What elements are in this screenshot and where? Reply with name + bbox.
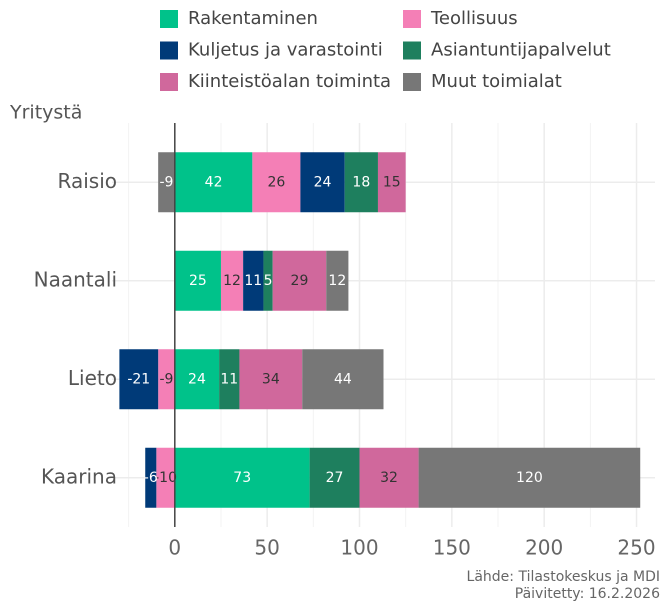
legend-swatch xyxy=(403,10,421,28)
bar-segment xyxy=(359,447,419,508)
y-axis-title: Yritystä xyxy=(9,102,82,124)
bar-segment xyxy=(158,349,175,410)
bar-segment xyxy=(272,250,327,311)
x-tick-label: 50 xyxy=(254,536,279,560)
source: Lähde: Tilastokeskus ja MDI xyxy=(467,569,660,585)
legend-label: Teollisuus xyxy=(430,8,518,29)
x-tick-label: 150 xyxy=(433,536,471,560)
y-tick-label: Naantali xyxy=(34,267,117,291)
y-tick-label: Lieto xyxy=(68,366,117,390)
legend-label: Muut toimialat xyxy=(431,71,562,92)
y-tick-label: Kaarina xyxy=(41,464,117,488)
data-label: -9 xyxy=(160,174,174,190)
bar-segment xyxy=(344,152,378,213)
data-label: 26 xyxy=(267,174,285,190)
data-label: 29 xyxy=(291,273,309,289)
data-label: -6 xyxy=(144,470,158,486)
data-label: 25 xyxy=(189,273,207,289)
bar-segment xyxy=(302,349,384,410)
data-label: 34 xyxy=(262,371,280,387)
bar-segment xyxy=(145,447,157,508)
bar-segment xyxy=(326,250,349,311)
data-label: -21 xyxy=(127,371,150,387)
bar-segment xyxy=(219,349,240,410)
data-label: -10 xyxy=(154,470,177,486)
bar-segment xyxy=(243,250,264,311)
data-label: 32 xyxy=(380,470,398,486)
data-label: 11 xyxy=(220,371,238,387)
legend-swatch xyxy=(160,73,178,91)
data-label: 73 xyxy=(233,470,251,486)
legend-swatch xyxy=(160,10,178,28)
data-label: 24 xyxy=(188,371,206,387)
bar-segment xyxy=(174,152,253,213)
legend-swatch xyxy=(160,41,178,60)
data-label: 12 xyxy=(223,273,241,289)
legend-label: Asiantuntijapalvelut xyxy=(431,40,611,61)
updated: Päivitetty: 16.2.2026 xyxy=(515,586,660,602)
bar-segment xyxy=(252,152,301,213)
legend-label: Kiinteistöalan toiminta xyxy=(188,71,391,92)
legend-swatch xyxy=(403,41,421,60)
y-tick-label: Raisio xyxy=(58,169,117,193)
bar-segment xyxy=(300,152,345,213)
data-label: 27 xyxy=(326,470,344,486)
data-label: 24 xyxy=(314,174,332,190)
bar-segment xyxy=(119,349,159,410)
bar-segment xyxy=(263,250,273,311)
legend-label: Kuljetus ja varastointi xyxy=(188,40,383,61)
bar-segment xyxy=(377,152,406,213)
bar-segment xyxy=(220,250,244,311)
bar-segment xyxy=(239,349,303,410)
data-label: 44 xyxy=(334,371,352,387)
bar-segment xyxy=(156,447,175,508)
x-tick-label: 100 xyxy=(340,536,378,560)
x-tick-label: 200 xyxy=(525,536,563,560)
data-label: 12 xyxy=(328,273,346,289)
bar-segment xyxy=(174,349,220,410)
legend-swatch xyxy=(403,73,421,91)
bar-segment xyxy=(174,250,221,311)
bar-segment xyxy=(418,447,641,508)
bar-segment xyxy=(309,447,360,508)
x-tick-label: 250 xyxy=(617,536,655,560)
data-label: -9 xyxy=(160,371,174,387)
bar-segment xyxy=(174,447,310,508)
data-label: 15 xyxy=(383,174,401,190)
data-label: 18 xyxy=(352,174,370,190)
data-label: 42 xyxy=(205,174,223,190)
legend-label: Rakentaminen xyxy=(188,8,318,29)
data-label: 120 xyxy=(516,470,543,486)
x-tick-label: 0 xyxy=(168,536,181,560)
bar-segment xyxy=(158,152,175,213)
data-label: 5 xyxy=(264,273,273,289)
data-label: 11 xyxy=(244,273,262,289)
